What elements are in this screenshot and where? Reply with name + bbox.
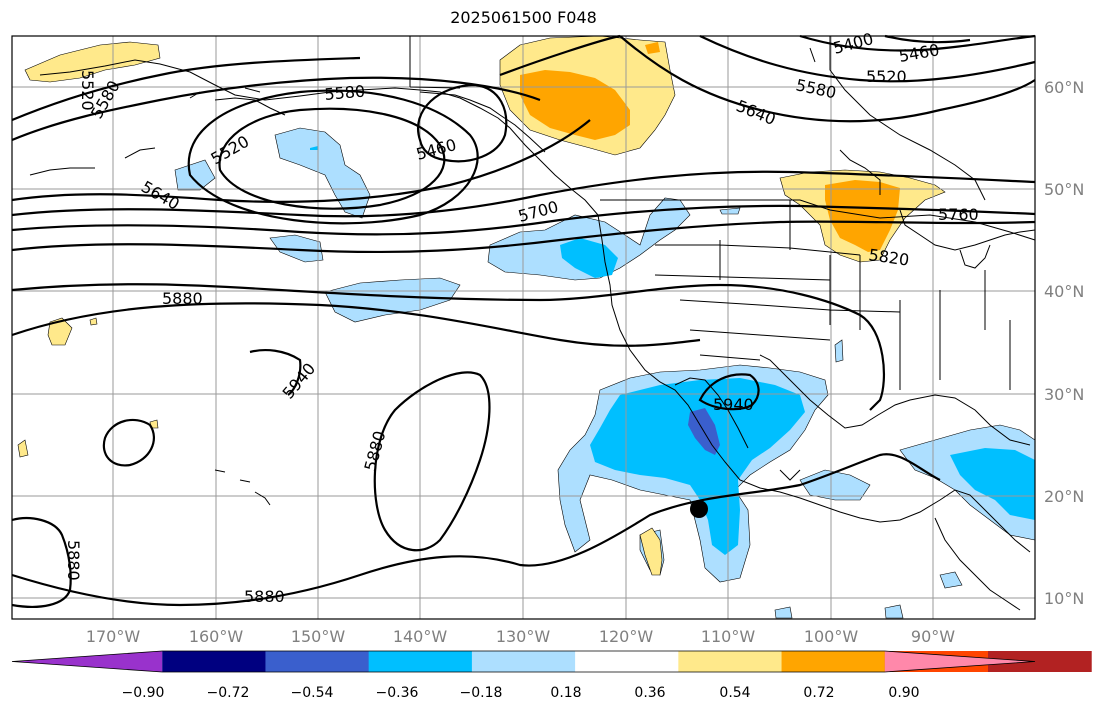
latitude-labels: 60°N 50°N 40°N 30°N 20°N 10°N (1044, 78, 1084, 608)
colorbar-cell (678, 651, 783, 672)
coastlines (29, 36, 1036, 611)
colorbar-tick-label: −0.36 (376, 685, 419, 701)
lon-label: 110°W (701, 627, 756, 646)
colorbar-outline (11, 650, 1036, 673)
longitude-labels: 170°W 160°W 150°W 140°W 130°W 120°W 110°… (86, 627, 955, 646)
map-frame (11, 35, 1036, 620)
colorbar-cell (162, 651, 266, 672)
contour-label: 5760 (938, 205, 979, 224)
contour-label: 5520 (866, 67, 907, 86)
lon-label: 130°W (496, 627, 551, 646)
lon-label: 90°W (911, 627, 955, 646)
lat-label: 60°N (1044, 78, 1084, 97)
colorbar-tick-label: 0.54 (719, 685, 750, 701)
lat-label: 50°N (1044, 180, 1084, 199)
contour-label: 5580 (324, 82, 366, 104)
colorbar-cell (368, 651, 473, 672)
contour-label: 5880 (244, 587, 285, 606)
colorbar-cell (575, 651, 679, 672)
map-panel: 5400 5460 5520 5580 5640 5520 5580 5460 … (11, 29, 1036, 620)
colorbar-tick-label: 0.36 (634, 685, 665, 701)
colorbar-cell (988, 651, 1092, 672)
colorbar-tick-label: −0.90 (122, 685, 165, 701)
lon-label: 160°W (189, 627, 244, 646)
lon-label: 100°W (804, 627, 859, 646)
colorbar-tick-label: 0.90 (888, 685, 919, 701)
lon-label: 120°W (599, 627, 654, 646)
lat-label: 20°N (1044, 487, 1084, 506)
lon-label: 150°W (291, 627, 346, 646)
colorbar-tick-label: −0.72 (207, 685, 250, 701)
lat-label: 40°N (1044, 282, 1084, 301)
colorbar-cell (781, 651, 886, 672)
lon-label: 170°W (86, 627, 141, 646)
contour-label: 5940 (713, 395, 754, 414)
lat-label: 30°N (1044, 385, 1084, 404)
colorbar-tick-label: 0.18 (550, 685, 581, 701)
colorbar-cell (471, 651, 576, 672)
graticule (12, 36, 1035, 619)
colorbar-cells (11, 650, 1092, 673)
colorbar-extend-min (12, 651, 163, 672)
lat-label: 10°N (1044, 589, 1084, 608)
contour-label: 5520 (78, 70, 97, 111)
colorbar: −0.90 −0.72 −0.54 −0.36 −0.18 0.18 0.36 … (11, 650, 1092, 701)
height-contours (11, 34, 1036, 608)
colorbar-tick-label: 0.72 (803, 685, 834, 701)
lon-label: 140°W (393, 627, 448, 646)
contour-label: 5880 (162, 289, 203, 308)
contour-label: 5880 (64, 540, 83, 581)
storm-location-marker (690, 500, 708, 518)
colorbar-tick-label: −0.54 (291, 685, 334, 701)
colorbar-extend-max (884, 651, 1035, 672)
colorbar-cell (265, 651, 370, 672)
map-title: 2025061500 F048 (450, 8, 597, 27)
colorbar-tick-labels: −0.90 −0.72 −0.54 −0.36 −0.18 0.18 0.36 … (122, 685, 920, 701)
colorbar-tick-label: −0.18 (460, 685, 503, 701)
